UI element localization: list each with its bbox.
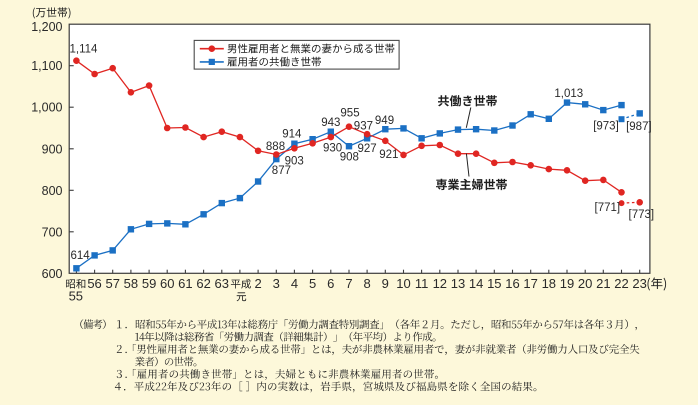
svg-text:1,000: 1,000 (31, 101, 62, 115)
svg-text:[773]: [773] (629, 209, 655, 221)
svg-text:55: 55 (69, 288, 83, 303)
svg-text:14: 14 (469, 276, 483, 291)
svg-text:62: 62 (196, 276, 210, 291)
svg-text:6: 6 (327, 276, 334, 291)
svg-text:943: 943 (321, 117, 340, 129)
svg-text:[987]: [987] (626, 121, 652, 133)
svg-text:955: 955 (340, 107, 359, 119)
svg-text:903: 903 (285, 155, 304, 167)
svg-text:61: 61 (178, 276, 192, 291)
svg-text:18: 18 (542, 276, 556, 291)
svg-text:59: 59 (142, 276, 156, 291)
svg-text:921: 921 (379, 149, 398, 161)
svg-text:914: 914 (282, 128, 302, 140)
svg-text:700: 700 (42, 225, 63, 239)
svg-text:1,100: 1,100 (31, 59, 62, 73)
svg-text:57: 57 (106, 276, 120, 291)
svg-text:949: 949 (375, 115, 394, 127)
svg-text:19: 19 (560, 276, 574, 291)
svg-text:1,114: 1,114 (70, 44, 99, 56)
svg-text:[973]: [973] (593, 121, 619, 133)
svg-text:63: 63 (215, 276, 229, 291)
svg-text:11: 11 (415, 276, 429, 291)
svg-text:16: 16 (505, 276, 519, 291)
svg-text:8: 8 (364, 276, 371, 291)
svg-text:800: 800 (42, 184, 63, 198)
svg-text:15: 15 (487, 276, 501, 291)
svg-text:7: 7 (345, 276, 352, 291)
svg-text:877: 877 (272, 165, 291, 177)
svg-text:1,013: 1,013 (554, 88, 583, 100)
svg-text:2: 2 (254, 276, 261, 291)
svg-text:9: 9 (382, 276, 389, 291)
svg-text:4: 4 (291, 276, 298, 291)
svg-text:58: 58 (124, 276, 138, 291)
svg-text:614: 614 (71, 250, 91, 262)
svg-text:56: 56 (87, 276, 101, 291)
svg-text:900: 900 (42, 142, 63, 156)
svg-text:908: 908 (340, 151, 359, 163)
svg-text:17: 17 (523, 276, 537, 291)
svg-text:22: 22 (614, 276, 628, 291)
svg-text:888: 888 (266, 141, 285, 153)
svg-text:5: 5 (309, 276, 316, 291)
svg-text:3: 3 (273, 276, 280, 291)
svg-text:12: 12 (433, 276, 447, 291)
svg-text:930: 930 (323, 142, 342, 154)
svg-text:10: 10 (396, 276, 410, 291)
svg-text:13: 13 (451, 276, 465, 291)
svg-text:60: 60 (160, 276, 174, 291)
svg-text:927: 927 (358, 143, 377, 155)
svg-text:600: 600 (42, 267, 63, 281)
svg-text:[771]: [771] (595, 202, 621, 214)
svg-text:21: 21 (596, 276, 610, 291)
svg-text:937: 937 (354, 121, 373, 133)
svg-text:20: 20 (578, 276, 592, 291)
svg-text:1,200: 1,200 (31, 20, 62, 34)
svg-text:23: 23 (632, 276, 646, 291)
